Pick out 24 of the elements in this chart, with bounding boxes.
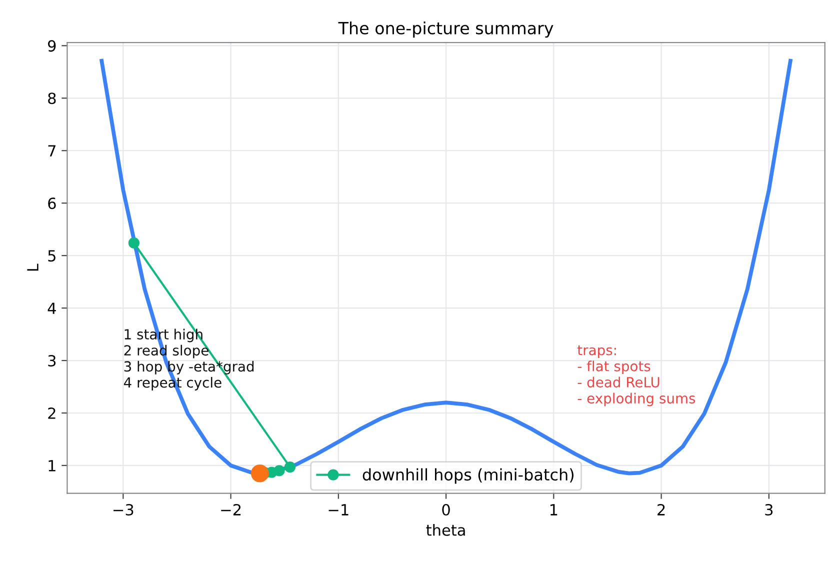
x-tick-label: −2 — [221, 504, 241, 516]
y-tick-label: 8 — [48, 92, 56, 104]
y-axis-title: L — [27, 264, 38, 271]
y-tick-label: 7 — [48, 145, 56, 156]
y-tick-label: 3 — [48, 354, 56, 367]
point — [284, 461, 296, 473]
x-tick-label: 0 — [442, 504, 450, 516]
point — [128, 237, 140, 249]
y-tick-label: 4 — [48, 302, 56, 314]
y-tick-label: 5 — [48, 250, 56, 262]
x-tick-label: 2 — [658, 504, 665, 516]
x-axis-title: theta — [426, 524, 465, 536]
annotation: traps: - flat spots - dead ReLU - exploding sums — [577, 345, 696, 406]
x-tick-label: 1 — [550, 504, 558, 516]
chart-title: The one-picture summary — [338, 22, 554, 38]
y-tick-label: 6 — [48, 198, 56, 210]
y-tick-label: 2 — [48, 407, 56, 419]
x-tick-label: −3 — [114, 504, 134, 516]
legend-label: downhill hops (mini-batch) — [362, 468, 574, 484]
y-tick-label: 1 — [48, 460, 56, 472]
y-tick-label: 9 — [48, 40, 56, 52]
x-tick-label: 3 — [765, 504, 773, 516]
x-tick-label: −1 — [328, 504, 348, 516]
point — [250, 464, 269, 482]
